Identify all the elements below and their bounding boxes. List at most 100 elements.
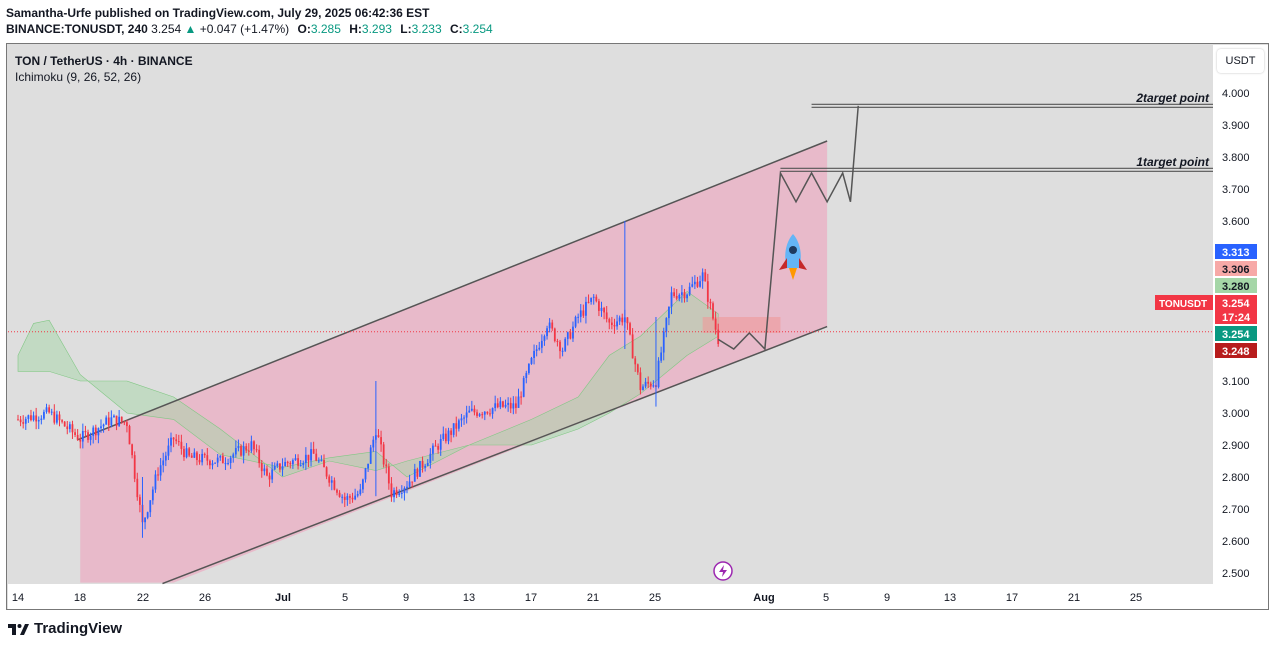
candle-body	[258, 449, 261, 464]
candle-body	[307, 454, 310, 461]
candle-body	[196, 452, 198, 461]
candle-body	[590, 297, 593, 302]
candle-body	[421, 461, 424, 468]
candle-body	[219, 455, 222, 458]
candle-body	[678, 294, 681, 299]
candle-body	[123, 421, 126, 423]
low-label: L:	[400, 22, 412, 36]
x-tick-label: 21	[587, 592, 599, 604]
candle-body	[221, 455, 224, 464]
x-tick-label: 9	[884, 592, 890, 604]
candle-body	[146, 512, 149, 518]
candle-body	[346, 496, 349, 500]
candle-body	[649, 383, 652, 387]
candle-body	[66, 426, 69, 430]
candle-body	[546, 328, 548, 337]
candle-body	[668, 306, 670, 319]
candle-body	[709, 301, 712, 304]
candle-body	[336, 489, 338, 493]
candle-body	[598, 301, 600, 311]
candle-body	[377, 435, 380, 438]
candle-body	[74, 432, 76, 435]
x-tick-label: 5	[823, 592, 829, 604]
candle-body	[566, 332, 569, 339]
target-label: 1target point	[1136, 155, 1210, 169]
symbol-tag	[1155, 295, 1213, 310]
candle-body	[304, 454, 307, 464]
candle-body	[214, 462, 216, 464]
time-axis	[8, 584, 1213, 609]
candle-body	[696, 281, 699, 287]
candle-body	[613, 324, 616, 327]
candle-body	[333, 480, 336, 490]
candle-body	[113, 415, 115, 418]
candle-body	[559, 341, 561, 352]
candle-body	[437, 446, 440, 450]
y-tick-label: 2.900	[1222, 440, 1250, 452]
x-tick-label: Jul	[275, 592, 291, 604]
candle-body	[84, 431, 87, 433]
candle-body	[32, 415, 35, 421]
candle-body	[527, 363, 530, 374]
candle-body	[395, 490, 398, 496]
y-tick-label: 3.800	[1222, 152, 1250, 164]
chart-symbol-title: TON / TetherUS · 4h · BINANCE	[15, 54, 193, 68]
candle-body	[434, 445, 437, 447]
candle-body	[680, 292, 683, 295]
candle-body	[367, 463, 369, 469]
symbol-label: BINANCE:TONUSDT, 240	[6, 22, 148, 36]
candle-body	[87, 432, 89, 440]
candle-body	[271, 469, 274, 480]
y-tick-label: 2.500	[1222, 568, 1250, 580]
candle-body	[61, 420, 63, 422]
lightning-icon[interactable]	[713, 561, 733, 581]
candle-body	[629, 323, 631, 335]
candle-body	[362, 479, 364, 490]
high-value: 3.293	[361, 22, 392, 36]
candle-body	[48, 407, 51, 413]
candle-body	[126, 422, 128, 427]
candle-body	[240, 445, 242, 456]
projection-path	[717, 105, 859, 351]
candle-body	[463, 417, 465, 419]
up-arrow-icon: ▲	[184, 22, 197, 36]
candle-body	[517, 396, 520, 408]
x-tick-label: 13	[944, 592, 956, 604]
candle-body	[133, 455, 136, 479]
candle-body	[17, 419, 19, 421]
price-tag	[1215, 244, 1257, 259]
candle-body	[162, 460, 165, 466]
candle-body	[227, 463, 229, 465]
candle-body	[496, 403, 499, 408]
candle-body	[704, 272, 707, 282]
candle-body	[610, 322, 613, 325]
candle-body	[712, 303, 714, 319]
candle-body	[242, 446, 245, 456]
candle-body	[115, 415, 118, 426]
candle-body	[564, 338, 567, 351]
candle-body	[639, 372, 642, 391]
indicator-title[interactable]: Ichimoku (9, 26, 52, 26)	[15, 70, 142, 84]
candle-body	[118, 416, 121, 426]
candle-body	[530, 357, 533, 364]
tradingview-logo[interactable]: TradingView	[8, 620, 122, 637]
chart-frame[interactable]	[6, 43, 1269, 610]
candle-body	[634, 358, 637, 365]
candle-body	[429, 453, 432, 464]
candle-body	[149, 500, 152, 513]
candle-body	[489, 413, 491, 415]
candle-body	[299, 464, 302, 466]
candle-body	[180, 441, 183, 449]
price-tag	[1215, 343, 1257, 358]
candle-body	[94, 427, 97, 436]
candle-body	[164, 455, 167, 461]
candle-body	[572, 326, 574, 339]
candle-body	[691, 284, 694, 287]
candle-body	[626, 317, 629, 324]
candle-body	[185, 448, 188, 458]
candle-body	[198, 460, 201, 463]
candle-body	[432, 445, 434, 454]
currency-button[interactable]: USDT	[1217, 49, 1264, 73]
candle-body	[504, 404, 507, 407]
